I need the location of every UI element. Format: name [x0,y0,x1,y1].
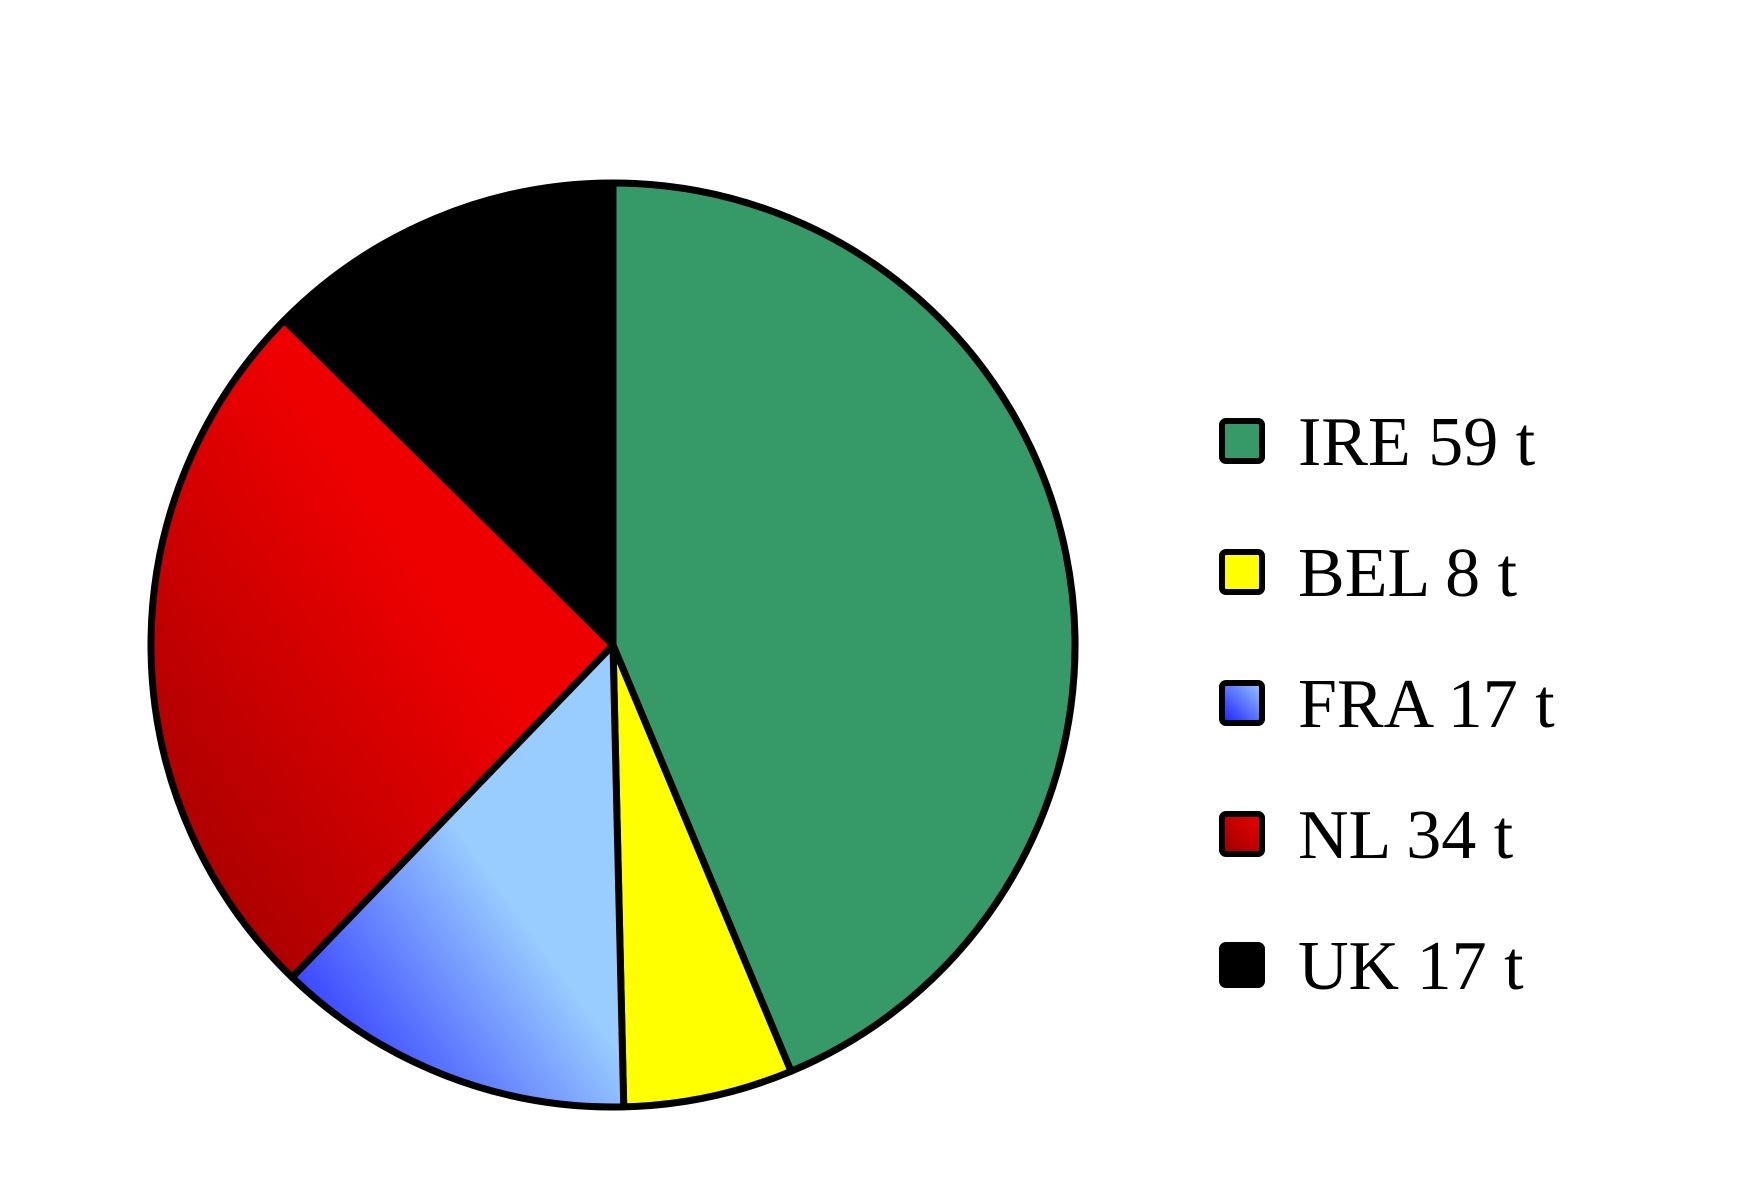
legend-swatch-bel [1219,549,1265,595]
legend-label-bel: BEL 8 t [1298,535,1518,612]
legend-label-fra: FRA 17 t [1298,666,1555,743]
pie-slice-bel [609,641,795,1111]
legend-item-ire: IRE 59 t [1219,404,1536,481]
legend-item-nl: NL 34 t [1219,797,1514,874]
legend-item-bel: BEL 8 t [1219,535,1518,612]
legend: IRE 59 t BEL 8 t FRA 17 t NL 34 t UK 17 t [1219,404,1555,1005]
pie-slice-uk [280,179,617,649]
legend-label-ire: IRE 59 t [1298,404,1536,481]
legend-swatch-nl [1219,811,1265,857]
legend-swatch-fra [1219,680,1265,726]
pie-slice-fra [288,641,628,1111]
pie-slice-ire [609,179,1079,1075]
legend-label-nl: NL 34 t [1298,797,1514,874]
legend-item-fra: FRA 17 t [1219,666,1555,743]
legend-swatch-ire [1219,418,1265,464]
legend-label-uk: UK 17 t [1298,928,1524,1005]
pie-slices [147,179,1079,1111]
legend-item-uk: UK 17 t [1219,928,1524,1005]
legend-swatch-uk [1219,942,1265,988]
pie-slice-nl [147,316,617,981]
